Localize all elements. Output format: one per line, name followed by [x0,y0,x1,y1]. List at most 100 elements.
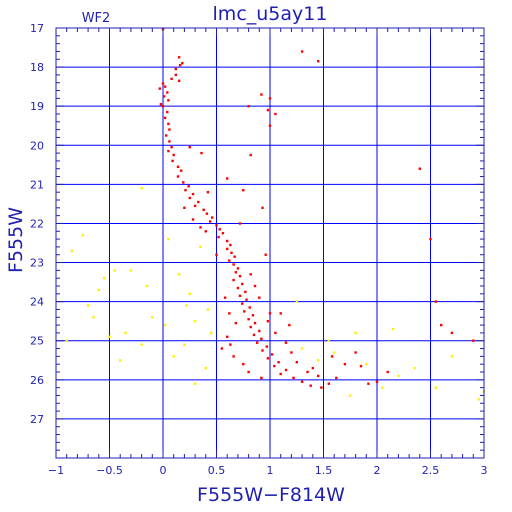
yellow-star-point [177,273,181,276]
red-star-point [174,67,177,71]
red-star-point [234,271,237,274]
red-star-point [265,345,268,348]
grid-layer [56,28,484,458]
red-star-point [193,204,197,208]
red-star-point [306,370,309,374]
yellow-star-point [199,245,202,249]
red-star-point [202,208,205,211]
red-star-point [261,206,264,209]
red-star-point [343,363,347,366]
red-star-point [429,237,432,241]
yellow-star-point [354,331,357,335]
red-star-point [284,341,288,344]
y-tick-label: 25 [30,335,44,348]
red-star-point [191,192,195,196]
red-star-point [184,189,187,192]
red-star-point [223,296,227,299]
chart-title: lmc_u5ay11 [213,3,328,25]
y-tick-label: 17 [30,22,44,35]
red-star-point [274,331,277,335]
x-tick-label: 1 [267,464,274,477]
red-star-point [279,372,282,376]
red-star-point [171,159,174,163]
red-star-point [266,108,270,112]
red-star-point [167,99,170,102]
red-star-point [176,175,180,178]
red-star-point [320,386,323,389]
yellow-star-point [349,394,352,397]
yellow-star-point [317,359,320,362]
red-star-point [215,253,218,256]
x-tick-label: −1 [48,464,64,477]
red-star-point [260,376,263,380]
red-star-point [166,110,169,114]
red-star-point [253,284,257,288]
yellow-star-point [391,327,395,331]
red-star-point [292,376,295,380]
y-tick-label: 23 [30,257,44,270]
yellow-star-point [124,331,127,335]
red-star-point [249,273,252,276]
red-star-point [226,239,229,243]
red-star-point [375,380,379,383]
red-star-point [317,60,320,63]
points-layer [65,28,486,401]
red-star-point [208,220,212,223]
red-star-point [247,318,250,321]
red-star-point [187,185,190,188]
red-star-point [161,105,165,108]
yellow-star-point [151,316,154,319]
yellow-star-point [193,382,197,385]
red-star-point [300,50,304,53]
red-star-point [199,226,202,229]
red-star-point [236,286,240,290]
yellow-star-point [129,269,133,272]
yellow-star-point [81,234,84,237]
red-star-point [354,351,357,354]
red-star-point [167,149,170,153]
yellow-star-point [185,304,188,307]
red-star-point [167,122,170,125]
red-star-point [226,247,229,251]
yellow-star-point [113,269,116,272]
red-star-point [232,355,235,358]
red-star-point [183,206,186,209]
y-tick-label: 21 [30,178,44,191]
red-star-point [359,364,363,368]
red-star-point [158,87,161,90]
red-star-point [242,189,245,192]
yellow-star-point [188,292,191,295]
yellow-star-point [333,351,336,354]
red-star-point [220,347,224,350]
red-star-point [264,253,267,256]
yellow-star-point [193,320,197,323]
red-star-point [268,97,272,100]
x-axis-label: F555W−F814W [197,484,345,506]
ticks-layer [55,27,485,459]
y-tick-label: 26 [30,374,44,387]
yellow-star-point [183,343,186,346]
red-star-point [243,310,246,313]
red-star-point [221,232,225,235]
red-star-point [191,218,195,221]
red-star-point [252,333,256,337]
red-star-point [163,116,167,120]
red-star-point [274,112,277,116]
yellow-star-point [300,347,304,350]
red-star-point [295,361,298,364]
red-star-point [168,140,171,143]
red-star-point [247,105,250,108]
red-star-point [165,134,168,137]
red-star-point [266,357,270,360]
red-star-point [335,376,338,380]
y-tick-label: 18 [30,61,44,74]
chart-subtitle: WF2 [82,11,111,26]
red-star-point [176,165,180,168]
red-star-point [270,353,274,356]
red-star-point [238,222,242,225]
red-star-point [290,351,293,354]
red-star-point [249,153,252,157]
red-star-point [232,263,235,266]
